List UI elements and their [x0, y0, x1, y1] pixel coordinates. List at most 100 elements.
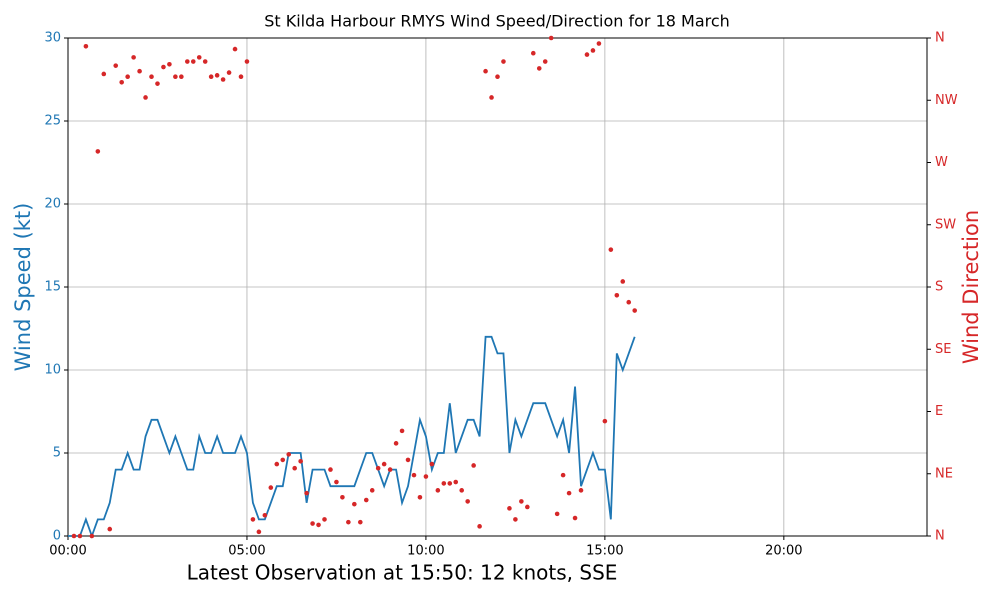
direction-point	[363, 497, 369, 503]
x-tick-label: 10:00	[407, 544, 444, 559]
direction-point	[632, 308, 638, 313]
y-axis-label: Wind Speed (kt)	[11, 203, 35, 372]
direction-point	[411, 472, 417, 478]
y-tick-label: 5	[53, 446, 61, 461]
direction-point	[95, 149, 101, 154]
direction-point	[441, 481, 447, 486]
direction-point	[507, 506, 512, 511]
direction-point	[202, 59, 208, 64]
direction-point	[369, 488, 375, 493]
direction-point	[226, 70, 232, 75]
direction-point	[596, 41, 602, 46]
direction-point	[131, 55, 136, 60]
direction-point	[477, 524, 482, 529]
direction-point	[286, 452, 292, 457]
x-tick-label: 05:00	[228, 544, 265, 559]
direction-point	[429, 461, 435, 467]
direction-point	[322, 517, 327, 522]
direction-point	[179, 74, 184, 80]
direction-point	[196, 55, 202, 60]
direction-point	[107, 526, 113, 532]
y-tick-label: 10	[44, 363, 61, 378]
y2-tick-label: E	[935, 404, 943, 419]
direction-point	[626, 299, 632, 305]
direction-point	[155, 81, 160, 86]
direction-point	[190, 59, 196, 64]
direction-point	[602, 418, 608, 424]
direction-point	[262, 512, 268, 518]
direction-point	[113, 63, 119, 68]
direction-point	[238, 74, 244, 80]
direction-point	[244, 59, 250, 64]
direction-point	[256, 529, 262, 535]
direction-point	[274, 461, 280, 467]
direction-point	[232, 46, 238, 52]
direction-point	[375, 465, 381, 471]
direction-point	[465, 499, 470, 504]
direction-point	[185, 59, 190, 64]
y2-tick-label: NE	[935, 466, 953, 481]
direction-point	[417, 494, 423, 500]
direction-point	[143, 95, 148, 100]
direction-point	[77, 533, 83, 539]
direction-point	[304, 490, 309, 496]
direction-point	[501, 59, 506, 64]
y2-tick-label: SW	[935, 217, 956, 232]
direction-point	[316, 522, 321, 528]
direction-point	[280, 457, 286, 463]
direction-point	[453, 479, 459, 485]
direction-point	[310, 521, 315, 526]
plot-frame	[67, 37, 928, 537]
direction-point	[298, 459, 303, 464]
direction-point	[572, 515, 578, 521]
direction-point	[89, 533, 95, 539]
direction-point	[208, 74, 214, 80]
direction-point	[137, 68, 142, 74]
y-tick-label: 30	[44, 31, 61, 46]
direction-point	[268, 485, 274, 490]
direction-point	[447, 481, 453, 486]
direction-point	[405, 457, 411, 463]
x-axis-label: Latest Observation at 15:50: 12 knots, S…	[187, 561, 618, 585]
y2-tick-label: N	[935, 31, 945, 46]
direction-point	[495, 74, 500, 80]
direction-point	[393, 441, 399, 446]
y2-tick-label: S	[935, 280, 943, 295]
direction-point	[530, 50, 536, 56]
y-tick-label: 20	[44, 197, 61, 212]
direction-point	[292, 465, 297, 471]
direction-point	[250, 517, 256, 522]
direction-point	[525, 504, 530, 510]
y-tick-label: 15	[44, 280, 61, 295]
y2-tick-label: N	[935, 529, 945, 544]
direction-point	[566, 490, 572, 496]
direction-point	[584, 52, 590, 57]
direction-point	[554, 511, 560, 517]
direction-point	[346, 519, 351, 525]
direction-point	[161, 64, 166, 70]
direction-point	[340, 494, 345, 500]
direction-point	[357, 519, 363, 525]
direction-point	[608, 247, 614, 252]
direction-point	[423, 474, 429, 479]
y2-tick-label: W	[935, 155, 948, 170]
direction-point	[352, 501, 357, 507]
direction-point	[614, 293, 620, 298]
y-tick-label: 25	[44, 114, 61, 129]
direction-point	[334, 479, 339, 485]
direction-point	[328, 467, 333, 472]
y2-tick-label: SE	[935, 342, 951, 357]
chart-title: St Kilda Harbour RMYS Wind Speed/Directi…	[264, 12, 730, 31]
direction-point	[513, 517, 518, 522]
y2-axis-label: Wind Direction	[959, 210, 983, 364]
direction-point	[119, 79, 124, 85]
x-tick-label: 15:00	[586, 544, 623, 559]
direction-point	[149, 74, 154, 80]
direction-point	[399, 428, 405, 434]
direction-point	[173, 74, 178, 80]
direction-point	[381, 461, 387, 467]
direction-point	[578, 488, 584, 493]
direction-point	[125, 74, 130, 80]
direction-point	[560, 472, 566, 478]
